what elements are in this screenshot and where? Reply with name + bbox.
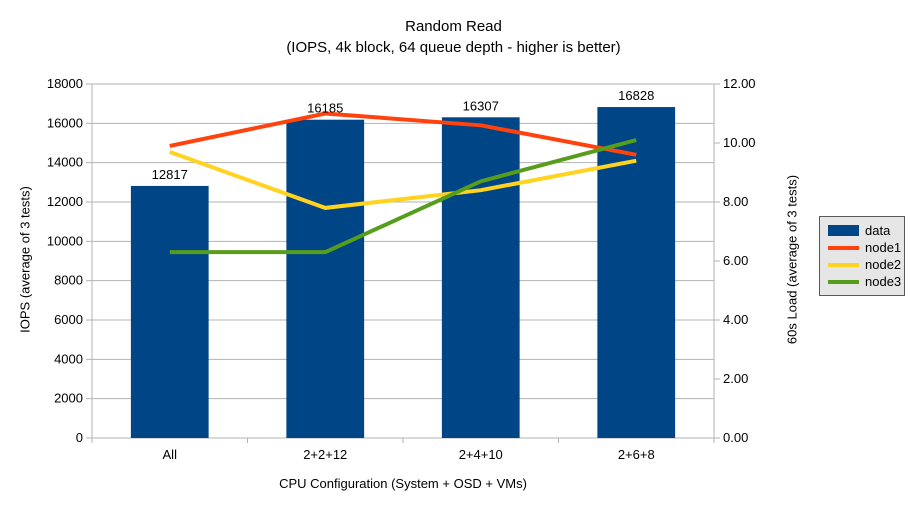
bar-2+4+10 <box>441 117 520 439</box>
category-label: 2+2+12 <box>303 447 347 462</box>
left-axis-tick-label: 2000 <box>54 391 83 406</box>
left-axis-tick-label: 16000 <box>47 115 83 130</box>
left-axis-tick-label: 0 <box>76 430 83 445</box>
legend-swatch-data <box>828 225 859 236</box>
left-axis-tick-label: 18000 <box>47 76 83 91</box>
bar-value-label: 16307 <box>463 98 499 113</box>
left-axis-tick-label: 8000 <box>54 273 83 288</box>
legend-item-node1: node1 <box>828 239 904 256</box>
left-axis-tick-label: 14000 <box>47 155 83 170</box>
category-label: 2+6+8 <box>618 447 655 462</box>
bar-2+2+12 <box>286 119 365 438</box>
left-axis-tick-label: 4000 <box>54 351 83 366</box>
right-axis-tick-label: 6.00 <box>723 253 748 268</box>
legend-item-data: data <box>828 222 904 239</box>
left-axis-tick-label: 12000 <box>47 194 83 209</box>
bar-value-label: 16185 <box>307 101 343 116</box>
chart-title: Random Read <box>405 18 502 35</box>
series-line-node2 <box>169 149 637 210</box>
right-axis-title: 60s Load (average of 3 tests) <box>784 174 800 345</box>
legend-swatch-node2 <box>828 262 859 267</box>
legend-label: node1 <box>865 240 902 255</box>
series-line-node1 <box>169 111 637 157</box>
legend-swatch-node3 <box>828 279 859 284</box>
legend-item-node2: node2 <box>828 256 904 273</box>
right-axis-tick-label: 2.00 <box>723 371 748 386</box>
legend-item-node3: node3 <box>828 273 904 290</box>
chart-subtitle: (IOPS, 4k block, 64 queue depth - higher… <box>286 39 621 56</box>
bar-value-label: 12817 <box>152 167 188 182</box>
bar-2+6+8 <box>597 107 676 439</box>
legend: data node1 node2 node3 <box>819 216 905 296</box>
category-label: 2+4+10 <box>459 447 503 462</box>
left-axis-tick-label: 10000 <box>47 233 83 248</box>
bar-value-label: 16828 <box>618 88 654 103</box>
legend-label: data <box>865 223 891 238</box>
right-axis-tick-label: 12.00 <box>723 76 756 91</box>
bar-All <box>130 185 209 438</box>
category-label: All <box>163 447 178 462</box>
right-axis-tick-label: 8.00 <box>723 194 748 209</box>
legend-label: node3 <box>865 274 902 289</box>
left-axis-tick-label: 6000 <box>54 312 83 327</box>
legend-swatch-node1 <box>828 245 859 250</box>
x-axis-title: CPU Configuration (System + OSD + VMs) <box>279 476 527 491</box>
legend-label: node2 <box>865 257 902 272</box>
series-line-node3 <box>169 138 637 255</box>
chart-title-block: Random Read (IOPS, 4k block, 64 queue de… <box>0 16 907 58</box>
right-axis-tick-label: 4.00 <box>723 312 748 327</box>
right-axis-tick-label: 0.00 <box>723 430 748 445</box>
right-axis-tick-label: 10.00 <box>723 135 756 150</box>
left-axis-title: IOPS (average of 3 tests) <box>17 186 33 333</box>
